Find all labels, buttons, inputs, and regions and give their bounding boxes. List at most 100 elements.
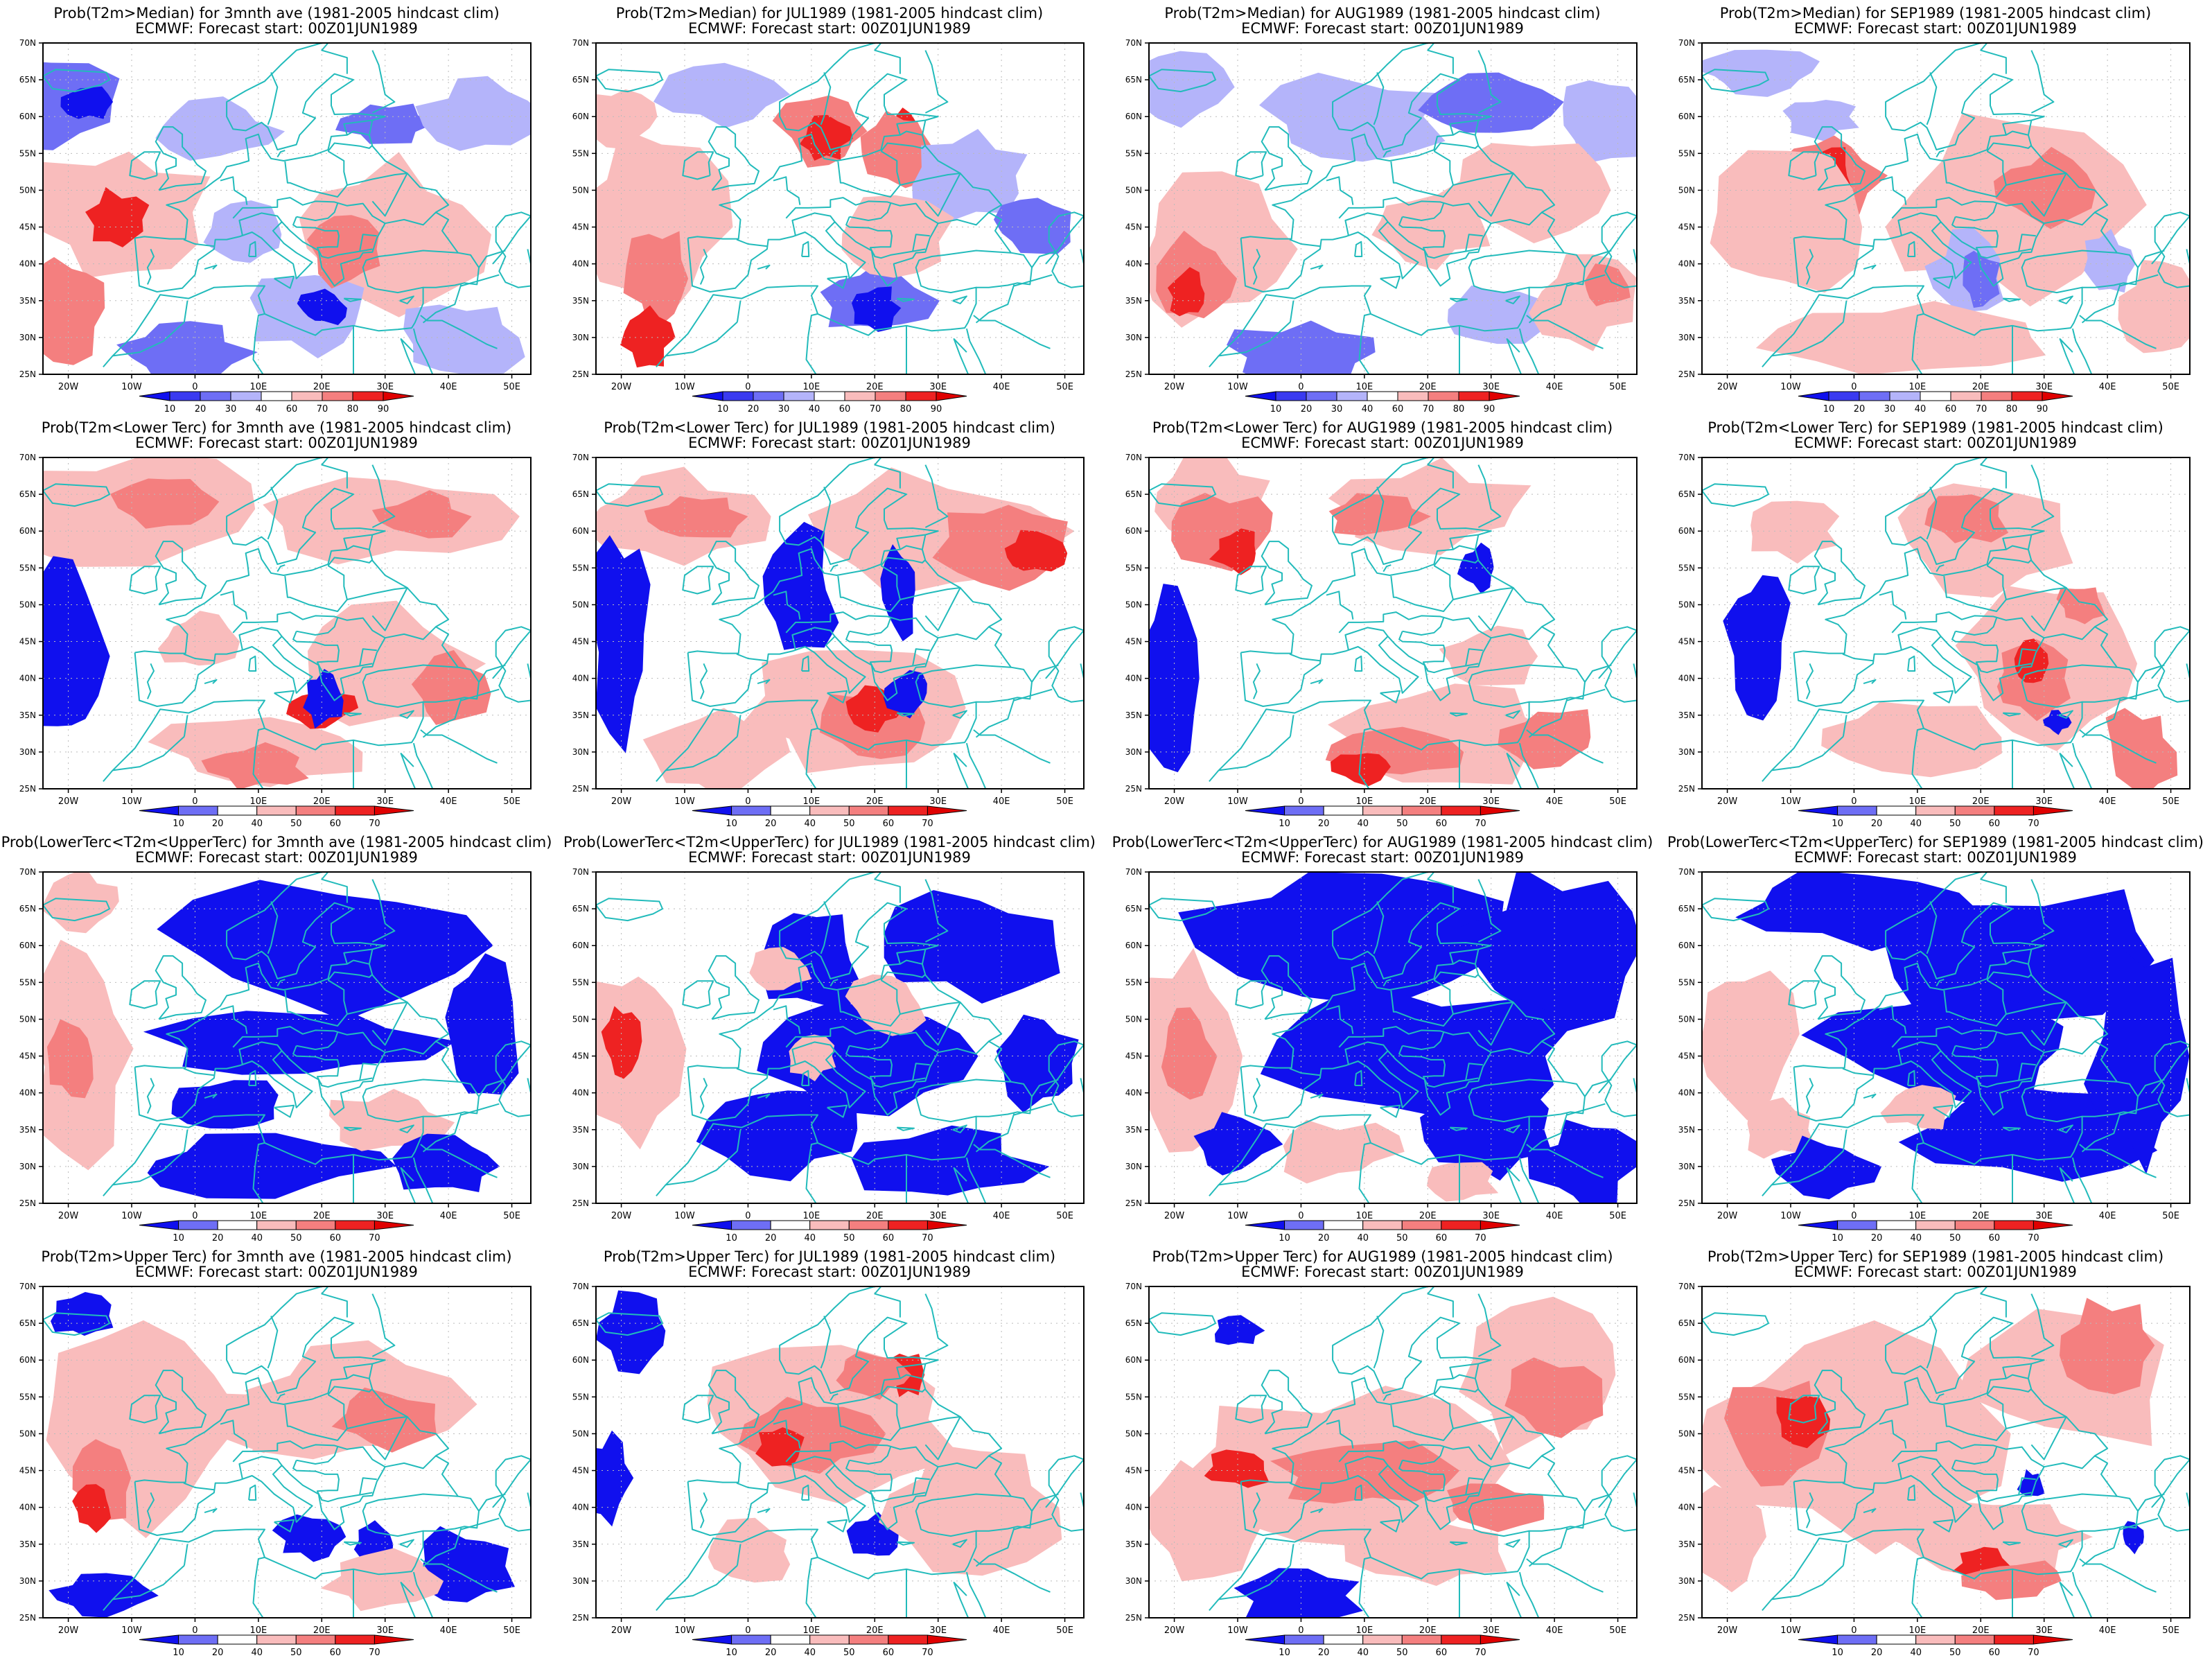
coastline bbox=[274, 275, 295, 289]
coastline bbox=[896, 712, 915, 717]
coastline bbox=[1518, 328, 1524, 342]
lat-tick-label: 25N bbox=[572, 1198, 589, 1208]
colorbar-swatch bbox=[1798, 391, 1829, 401]
coastline bbox=[1879, 1420, 1907, 1449]
colorbar-label: 70 bbox=[870, 404, 881, 414]
colorbar-label: 50 bbox=[1949, 819, 1961, 829]
probability-contour bbox=[415, 76, 531, 151]
coastline bbox=[1449, 1126, 1468, 1131]
lat-tick-label: 35N bbox=[572, 296, 589, 306]
probability-contour bbox=[43, 556, 110, 726]
lon-tick-label: 40E bbox=[1546, 1625, 1563, 1636]
coastline bbox=[837, 1394, 901, 1441]
lon-tick-label: 10E bbox=[802, 1625, 820, 1636]
probability-contour bbox=[2056, 587, 2105, 625]
coastline bbox=[371, 1293, 396, 1357]
panel-subtitle: ECMWF: Forecast start: 00Z01JUN1989 bbox=[135, 20, 418, 37]
panel-subtitle: ECMWF: Forecast start: 00Z01JUN1989 bbox=[688, 20, 971, 37]
colorbar-swatch bbox=[1336, 391, 1368, 401]
map-figure: 20W 10W 0 10E 20E 30E 40E 50E 70N 65N 60N 55N 50N 45N… bbox=[1125, 867, 1638, 1244]
colorbar-label: 50 bbox=[290, 1648, 302, 1658]
coastline bbox=[699, 663, 708, 699]
lat-tick-label: 45N bbox=[19, 637, 36, 647]
lon-tick-label: 20W bbox=[58, 1211, 79, 1221]
lat-tick-label: 30N bbox=[1125, 1576, 1142, 1586]
coastline bbox=[1326, 176, 1354, 205]
panel-title: Prob(T2m>Median) for 3mnth ave (1981-200… bbox=[53, 5, 500, 21]
lat-tick-label: 25N bbox=[19, 1613, 36, 1623]
coastline bbox=[1289, 1067, 1321, 1076]
coastline bbox=[492, 1455, 531, 1532]
lon-tick-label: 20W bbox=[611, 1211, 632, 1221]
coastlines bbox=[1702, 1286, 2190, 1618]
lat-tick-label: 65N bbox=[1125, 1318, 1142, 1328]
coastline bbox=[296, 618, 339, 636]
lon-tick-label: 50E bbox=[1056, 1625, 1073, 1636]
coastline bbox=[2002, 297, 2021, 302]
coastline bbox=[1891, 1026, 2045, 1054]
coastline bbox=[1584, 664, 1612, 683]
coastline bbox=[1598, 1455, 1637, 1532]
colorbar-label: 50 bbox=[1949, 1648, 1961, 1658]
coastline bbox=[2075, 1584, 2093, 1618]
probability-contour bbox=[1457, 542, 1494, 594]
coastline bbox=[346, 173, 450, 213]
lat-tick-label: 35N bbox=[1678, 296, 1695, 306]
lat-tick-label: 45N bbox=[19, 1051, 36, 1061]
lon-tick-label: 20E bbox=[1972, 382, 1990, 392]
map-figure: 20W 10W 0 10E 20E 30E 40E 50E 70N 65N 60N 55N 50N 45N… bbox=[19, 38, 532, 414]
lat-tick-label: 35N bbox=[1678, 1539, 1695, 1549]
lon-tick-label: 50E bbox=[1609, 1211, 1626, 1221]
lat-tick-label: 25N bbox=[19, 369, 36, 379]
probability-contour bbox=[1209, 528, 1256, 575]
colorbar-label: 60 bbox=[330, 1648, 342, 1658]
colorbar-swatch bbox=[1401, 1634, 1442, 1645]
colorbar-swatch bbox=[1362, 1634, 1403, 1645]
coastline bbox=[1452, 587, 1556, 628]
coastline bbox=[820, 487, 832, 540]
lat-tick-label: 55N bbox=[572, 148, 589, 158]
coastline bbox=[845, 631, 926, 674]
lon-tick-label: 0 bbox=[1298, 1211, 1304, 1221]
probability-contour bbox=[2123, 1521, 2144, 1555]
coastline bbox=[805, 750, 817, 789]
probability-contour bbox=[1898, 1084, 2158, 1182]
panel-subtitle: ECMWF: Forecast start: 00Z01JUN1989 bbox=[135, 1264, 418, 1280]
coastline bbox=[267, 72, 279, 125]
coastline bbox=[2071, 742, 2077, 756]
coastline bbox=[1477, 464, 1502, 528]
coastline bbox=[399, 710, 414, 719]
lat-tick-label: 45N bbox=[1125, 1051, 1142, 1061]
lat-tick-label: 50N bbox=[19, 1429, 36, 1438]
lat-tick-label: 45N bbox=[1678, 637, 1695, 647]
coastline bbox=[953, 1582, 983, 1618]
probability-contour bbox=[1504, 1357, 1604, 1438]
coastline bbox=[1014, 1103, 1053, 1116]
map-panel: 20W 10W 0 10E 20E 30E 40E 50E 70N 65N 60N 55N 50N 45N… bbox=[1106, 414, 1659, 829]
coastline bbox=[1427, 43, 1454, 74]
coastline bbox=[343, 1126, 362, 1131]
colorbar-label: 10 bbox=[173, 819, 184, 829]
coastline bbox=[801, 655, 810, 672]
coastline bbox=[492, 211, 531, 288]
probability-contour bbox=[1331, 753, 1391, 787]
lon-tick-label: 40E bbox=[2099, 1625, 2116, 1636]
coastline bbox=[461, 1517, 500, 1530]
coastline bbox=[1980, 1286, 2007, 1318]
map-frame bbox=[595, 457, 1085, 789]
coastline bbox=[912, 1477, 930, 1495]
lon-tick-label: 10E bbox=[1908, 796, 1926, 807]
colorbar-swatch bbox=[2033, 1220, 2073, 1230]
probability-field bbox=[1149, 1296, 1616, 1618]
lat-tick-label: 50N bbox=[19, 600, 36, 609]
probability-contour bbox=[1149, 584, 1200, 773]
coastline bbox=[1518, 742, 1524, 756]
colorbar-label: 50 bbox=[843, 1648, 855, 1658]
coastline bbox=[1584, 1079, 1612, 1097]
lat-tick-label: 50N bbox=[572, 1429, 589, 1438]
colorbar-label: 70 bbox=[1475, 1233, 1486, 1244]
colorbar-label: 90 bbox=[931, 404, 942, 414]
coastline bbox=[791, 627, 836, 651]
lon-tick-label: 20W bbox=[611, 1625, 632, 1636]
lon-tick-label: 20E bbox=[866, 1625, 884, 1636]
